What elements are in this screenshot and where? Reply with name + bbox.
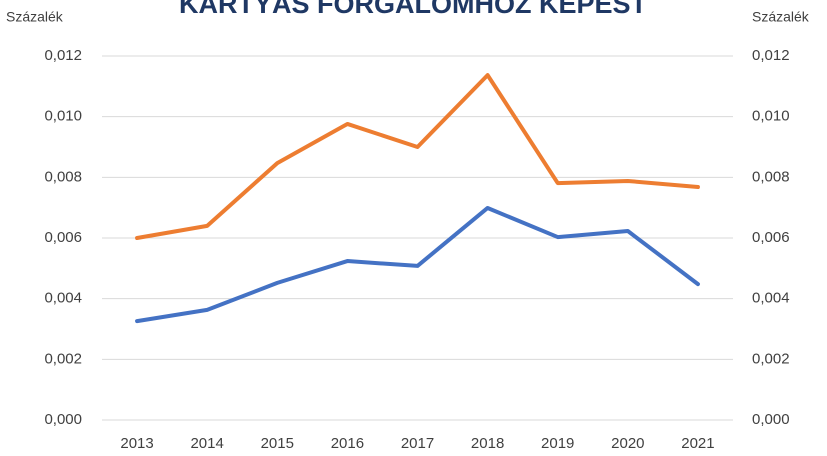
y2-tick-label: 0,006	[752, 229, 790, 246]
y2-axis-label: Százalék	[752, 9, 810, 25]
x-tick-label: 2020	[611, 435, 644, 452]
y2-tick-label: 0,000	[752, 411, 790, 428]
y-tick-label: 0,012	[44, 47, 82, 64]
y-tick-label: 0,000	[44, 411, 82, 428]
x-tick-label: 2019	[541, 435, 574, 452]
x-tick-label: 2014	[190, 435, 223, 452]
x-tick-label: 2016	[331, 435, 364, 452]
y2-tick-label: 0,010	[752, 108, 790, 125]
x-tick-label: 2015	[261, 435, 294, 452]
x-tick-label: 2013	[120, 435, 153, 452]
y-tick-label: 0,010	[44, 108, 82, 125]
y2-tick-label: 0,008	[752, 168, 790, 185]
series-line	[135, 205, 700, 324]
y2-tick-label: 0,002	[752, 350, 790, 367]
y-tick-label: 0,004	[44, 290, 82, 307]
y-tick-label: 0,006	[44, 229, 82, 246]
y2-tick-label: 0,012	[752, 47, 790, 64]
x-tick-label: 2018	[471, 435, 504, 452]
x-tick-label: 2017	[401, 435, 434, 452]
y-tick-label: 0,008	[44, 168, 82, 185]
y-tick-label: 0,002	[44, 350, 82, 367]
y2-tick-label: 0,004	[752, 290, 790, 307]
y-axis-label: Százalék	[6, 9, 64, 25]
series-line	[135, 73, 700, 240]
chart-title: KÁRTYÁS FORGALOMHOZ KÉPEST	[179, 0, 648, 19]
x-tick-label: 2021	[681, 435, 714, 452]
